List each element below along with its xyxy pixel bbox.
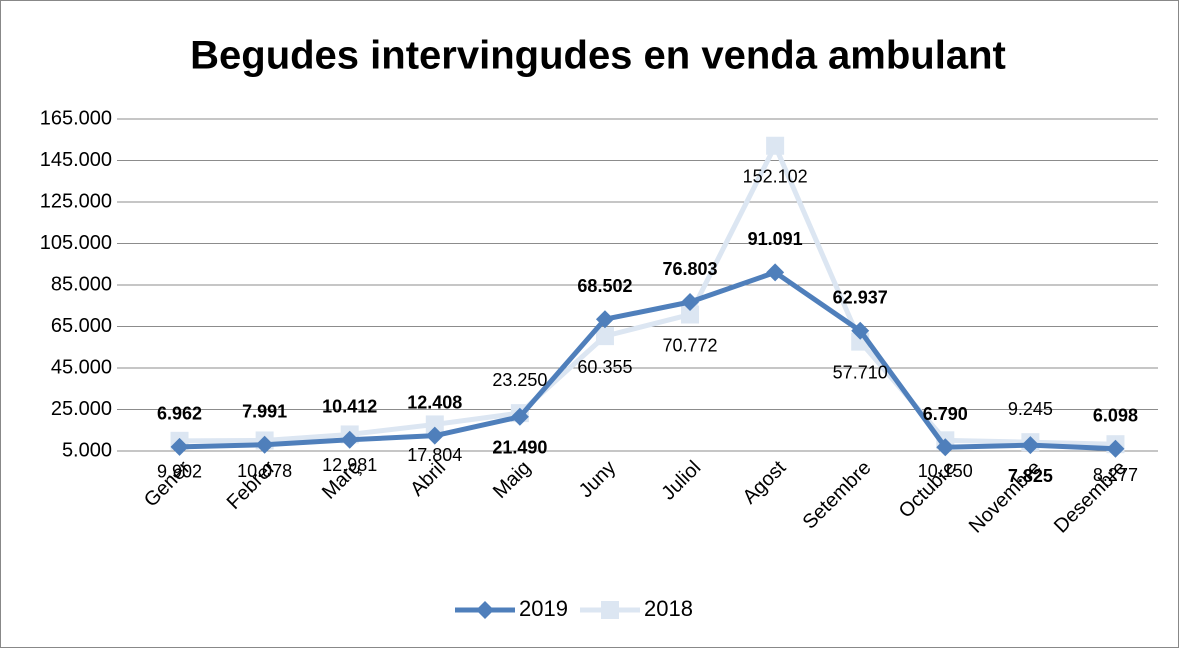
marker: [255, 435, 274, 454]
data-label: 9.245: [1008, 399, 1053, 419]
series-line: [179, 269, 1116, 452]
data-label: 10.412: [322, 397, 377, 417]
data-label: 60.355: [577, 357, 632, 377]
marker: [425, 415, 444, 434]
data-label: 12.981: [322, 455, 377, 475]
data-label: 12.408: [407, 392, 462, 412]
marker: [170, 437, 189, 456]
data-label: 17.804: [407, 445, 462, 465]
legend-label: 2018: [644, 596, 693, 621]
y-tick-label: 145.000: [40, 149, 112, 171]
marker: [340, 430, 359, 449]
marker: [1106, 439, 1125, 458]
data-label: 6.962: [157, 404, 202, 424]
data-label: 7.991: [242, 402, 287, 422]
series-line: [179, 143, 1116, 447]
marker: [766, 263, 785, 282]
marker: [936, 438, 955, 457]
y-tick-label: 65.000: [51, 315, 112, 337]
data-label: 6.790: [923, 404, 968, 424]
marker: [595, 310, 614, 329]
legend-marker: [601, 601, 619, 619]
y-tick-label: 85.000: [51, 273, 112, 295]
data-label: 23.250: [492, 370, 547, 390]
data-label: 9.902: [157, 462, 202, 482]
y-tick-label: 5.000: [62, 439, 112, 461]
marker: [595, 327, 614, 346]
marker: [1021, 436, 1040, 455]
marker: [510, 407, 529, 426]
data-label: 57.710: [833, 362, 888, 382]
data-label: 76.803: [663, 259, 718, 279]
marker: [766, 136, 785, 155]
y-tick-label: 25.000: [51, 398, 112, 420]
legend-label: 2019: [519, 596, 568, 621]
chart-title: Begudes intervingudes en venda ambulant: [190, 34, 1006, 78]
data-label: 6.098: [1093, 405, 1138, 425]
legend-marker: [476, 601, 494, 619]
y-tick-label: 165.000: [40, 107, 112, 129]
marker: [681, 305, 700, 324]
marker: [851, 321, 870, 340]
data-label: 21.490: [492, 438, 547, 458]
data-label: 62.937: [833, 288, 888, 308]
data-label: 10.150: [918, 461, 973, 481]
data-label: 7.825: [1008, 466, 1053, 486]
data-label: 8.277: [1093, 465, 1138, 485]
y-tick-label: 105.000: [40, 232, 112, 254]
data-label: 10.078: [237, 461, 292, 481]
y-tick-label: 45.000: [51, 356, 112, 378]
data-label: 152.102: [743, 167, 808, 187]
marker: [681, 293, 700, 312]
data-label: 68.502: [577, 276, 632, 296]
data-label: 70.772: [663, 335, 718, 355]
y-tick-label: 125.000: [40, 190, 112, 212]
marker: [425, 426, 444, 445]
data-label: 91.091: [748, 229, 803, 249]
